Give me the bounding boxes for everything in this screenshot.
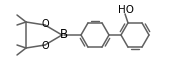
Text: O: O	[42, 19, 49, 29]
Text: O: O	[42, 41, 49, 51]
Text: B: B	[60, 28, 68, 41]
Text: HO: HO	[118, 5, 134, 15]
